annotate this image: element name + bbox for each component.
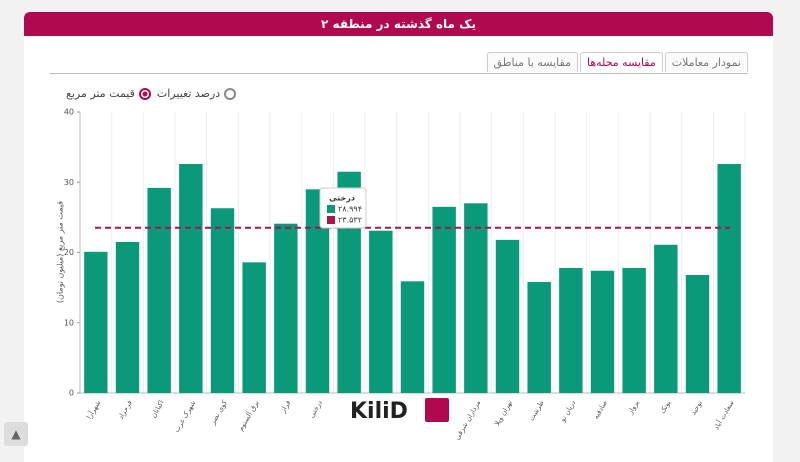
y-tick-label: 40: [64, 108, 74, 117]
x-tick-label: شهرک غرب: [173, 399, 198, 434]
bar: [432, 206, 456, 393]
page: یک ماه گذشته در منطقه ۲ مقایسه با مناطق …: [4, 12, 773, 462]
scroll-top[interactable]: ▲: [4, 422, 28, 446]
bar: [115, 241, 140, 393]
y-tick-label: 0: [69, 389, 74, 398]
bar: [495, 239, 520, 393]
x-tick-label: تهران ویلا: [493, 399, 514, 427]
bar: [210, 208, 235, 393]
tooltip-value: ۲۸.۹۹۴: [338, 205, 362, 214]
bar: [84, 251, 108, 393]
bar: [464, 203, 488, 393]
bar: [527, 282, 551, 393]
y-tick-label: 30: [64, 178, 74, 187]
bar: [654, 244, 678, 393]
chart: قیمت متر مربع (میلیون تومان) 0 10 20 30 40 شه…: [56, 108, 746, 442]
x-tick-label: فرحزاد: [117, 399, 134, 421]
x-tick-label: فراز: [279, 399, 293, 415]
bar: [400, 281, 425, 393]
tab[interactable]: نمودار معاملات: [664, 52, 748, 72]
bar: [622, 267, 646, 393]
x-tick-label: توحید: [689, 399, 704, 417]
bar: [147, 187, 171, 393]
y-tick-label: 20: [64, 248, 74, 257]
x-tick-label: پرواز: [626, 399, 641, 416]
bar: [369, 230, 393, 393]
x-tick-label: دریان نو: [558, 399, 577, 424]
radio-label: قیمت متر مربع: [66, 87, 135, 100]
tooltip-swatch: [327, 216, 335, 224]
x-tick-label: اکباتان: [149, 399, 165, 419]
radio[interactable]: درصد تغییرات: [156, 87, 237, 100]
bar: [559, 267, 583, 393]
x-tick-label: مرداران شرقی: [453, 399, 482, 442]
x-tick-label: کوی نصر: [208, 398, 229, 426]
x-tick-label: درختی: [308, 399, 324, 419]
radio-label: درصد تغییرات: [156, 87, 221, 100]
tab-line: [50, 73, 748, 74]
header-title: یک ماه گذشته در منطقه ۲: [24, 12, 773, 36]
tooltip-title: درختی: [329, 194, 355, 203]
y-tick-label: 10: [64, 318, 74, 327]
tabs: مقایسه با مناطق مقایسه محله‌ها نمودار مع…: [485, 52, 748, 72]
tab[interactable]: مقایسه محله‌ها: [580, 52, 663, 72]
tooltip-value: ۲۳.۵۳۲: [338, 216, 362, 225]
logo-mark: [425, 398, 449, 422]
radios: قیمت متر مربع درصد تغییرات: [60, 87, 237, 100]
radio-dot: [224, 87, 237, 100]
x-tick-label: برق آلستوم: [236, 398, 261, 432]
bar: [179, 163, 203, 393]
x-tick-label: صادقیه: [592, 399, 609, 421]
bar: [685, 274, 710, 393]
bar: [590, 270, 615, 393]
x-tick-label: پونک: [658, 399, 672, 415]
tab[interactable]: مقایسه با مناطق: [486, 52, 578, 72]
y-axis-label: قیمت متر مربع (میلیون تومان): [56, 201, 65, 303]
radio[interactable]: قیمت متر مربع: [66, 87, 151, 100]
x-tick-label: شهرآرا: [84, 398, 102, 420]
radio-dot: [138, 87, 151, 100]
x-tick-label: سعادت آباد: [712, 398, 736, 431]
bar: [717, 163, 741, 393]
bar: [274, 223, 298, 393]
tooltip-swatch: [327, 205, 335, 213]
bar: [242, 262, 266, 393]
logo-text: KiliD: [350, 399, 408, 424]
bar: [305, 189, 330, 393]
x-tick-label: طرشت: [528, 399, 546, 423]
